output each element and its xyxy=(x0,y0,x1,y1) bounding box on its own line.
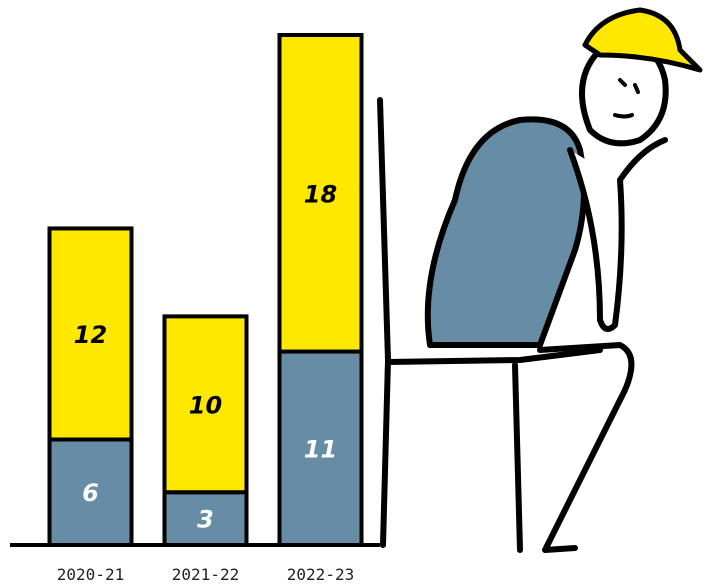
wall-line xyxy=(380,100,388,545)
chair-leg xyxy=(515,365,520,550)
x-tick-label: 2021-22 xyxy=(172,565,239,584)
data-label: 6 xyxy=(82,479,99,507)
body xyxy=(428,119,584,345)
x-tick-label: 2022-23 xyxy=(287,565,354,584)
data-label: 11 xyxy=(304,435,337,463)
data-label: 3 xyxy=(197,506,214,534)
seat xyxy=(388,350,600,362)
data-label: 18 xyxy=(304,180,337,208)
illustration xyxy=(380,10,700,550)
leg xyxy=(540,345,631,550)
data-label: 10 xyxy=(189,391,222,419)
x-tick-label: 2020-21 xyxy=(57,565,124,584)
chart: 6 12 2020-21 3 10 2021-22 11 18 2022-23 xyxy=(0,0,727,585)
data-label: 12 xyxy=(74,321,107,349)
